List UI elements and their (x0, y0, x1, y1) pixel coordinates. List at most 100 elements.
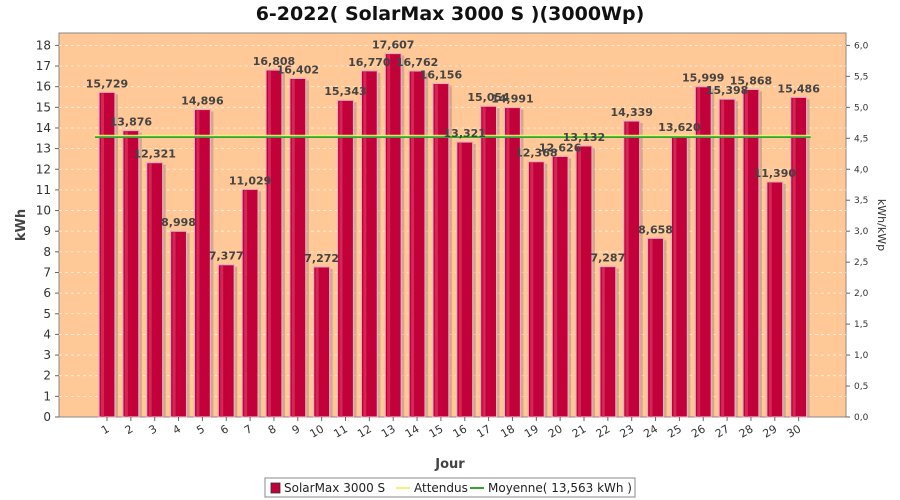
x-tick-label: 4 (170, 422, 183, 437)
bar-highlight (530, 162, 534, 417)
data-label: 16,402 (277, 63, 319, 76)
y-tick-label: 16 (36, 80, 51, 94)
data-label: 16,808 (253, 55, 295, 68)
bar-highlight (315, 267, 319, 417)
y-tick-label: 7 (43, 265, 51, 279)
data-label: 16,156 (420, 68, 463, 81)
bar-highlight (291, 79, 295, 418)
y2-tick-label: 1,0 (854, 351, 869, 361)
y2-tick-label: 3,0 (854, 227, 869, 237)
y-tick-label: 9 (43, 224, 51, 238)
y2-tick-label: 5,5 (854, 72, 868, 82)
x-tick-label: 30 (785, 422, 804, 440)
x-tick-label: 28 (737, 422, 756, 440)
y-tick-label: 11 (36, 183, 51, 197)
legend-label-series: SolarMax 3000 S (284, 481, 385, 495)
bar-highlight (768, 182, 772, 417)
data-label: 12,368 (515, 147, 557, 160)
legend-swatch-series (270, 482, 281, 494)
y-axis-title: kWh (14, 209, 29, 241)
bar-highlight (434, 84, 438, 417)
bar-highlight (387, 54, 391, 418)
bar-highlight (601, 267, 605, 417)
x-tick-label: 13 (379, 422, 398, 440)
bar-highlight (506, 108, 510, 417)
y2-tick-label: 0,5 (854, 382, 868, 392)
y2-tick-label: 2,5 (854, 258, 868, 268)
x-tick-label: 26 (689, 422, 708, 440)
data-label: 13,620 (658, 121, 701, 134)
y-tick-label: 1 (43, 389, 51, 403)
x-tick-label: 29 (761, 422, 780, 440)
bar-highlight (554, 157, 558, 417)
data-label: 7,272 (304, 252, 339, 265)
chart-title: 6-2022( SolarMax 3000 S )(3000Wp) (256, 3, 645, 25)
x-tick-label: 1 (99, 422, 112, 437)
data-label: 15,868 (730, 74, 772, 87)
data-label: 14,339 (610, 106, 652, 119)
x-tick-label: 16 (451, 422, 470, 440)
x-tick-label: 15 (427, 422, 446, 440)
data-label: 7,287 (590, 252, 625, 265)
x-tick-label: 12 (355, 422, 374, 440)
data-label: 15,343 (324, 85, 366, 98)
y2-tick-label: 4,5 (854, 134, 868, 144)
bar-highlight (244, 190, 248, 417)
x-tick-label: 8 (266, 422, 279, 437)
y-tick-label: 0 (43, 410, 51, 424)
x-tick-label: 2 (123, 422, 136, 437)
y-tick-label: 2 (43, 369, 51, 383)
data-label: 11,029 (229, 174, 271, 187)
data-label: 15,054 (467, 91, 510, 104)
data-label: 13,321 (444, 127, 486, 140)
data-label: 16,770 (348, 56, 391, 69)
y-tick-label: 6 (43, 286, 51, 300)
x-axis-title: Jour (434, 457, 465, 472)
y-tick-label: 10 (36, 204, 51, 218)
data-label: 17,607 (372, 39, 414, 52)
bar-highlight (458, 142, 462, 417)
x-tick-label: 25 (665, 422, 684, 440)
x-tick-label: 18 (498, 422, 517, 440)
data-label: 15,729 (86, 77, 128, 90)
bar-highlight (649, 239, 653, 417)
bar-highlight (363, 71, 367, 418)
y2-tick-label: 3,5 (854, 196, 868, 206)
x-tick-label: 19 (522, 422, 541, 440)
bar-highlight (744, 90, 748, 417)
y2-axis-title: kWh/kWp (875, 199, 888, 251)
data-label: 15,398 (706, 84, 748, 97)
y2-tick-label: 5,0 (854, 103, 869, 113)
data-label: 16,762 (396, 56, 438, 69)
x-tick-label: 17 (474, 422, 493, 440)
data-label: 14,991 (491, 93, 533, 106)
x-tick-label: 6 (218, 422, 231, 437)
legend-box (264, 477, 636, 498)
bar-highlight (697, 87, 701, 418)
data-label: 13,876 (110, 116, 153, 129)
bar-highlight (124, 131, 128, 417)
bar-highlight (267, 70, 271, 418)
x-tick-label: 20 (546, 422, 565, 440)
bar-highlight (625, 121, 629, 418)
x-tick-label: 7 (242, 422, 255, 437)
data-label: 8,658 (638, 223, 673, 236)
y-tick-label: 4 (43, 327, 51, 341)
data-label: 8,998 (161, 216, 196, 229)
y-tick-label: 15 (36, 100, 51, 114)
x-tick-label: 14 (403, 422, 422, 440)
y-tick-label: 17 (36, 59, 51, 73)
x-tick-label: 24 (641, 422, 660, 440)
bar-highlight (101, 93, 104, 418)
y-tick-label: 12 (36, 162, 51, 176)
y2-tick-label: 0,0 (854, 413, 869, 423)
x-tick-label: 5 (194, 422, 207, 437)
bar-highlight (220, 265, 224, 417)
x-tick-label: 10 (308, 422, 327, 440)
legend-label-average: Moyenne( 13,563 kWh ) (488, 481, 632, 495)
bar-highlight (196, 110, 200, 418)
bar-highlight (172, 232, 176, 417)
y2-tick-label: 6,0 (854, 41, 869, 51)
